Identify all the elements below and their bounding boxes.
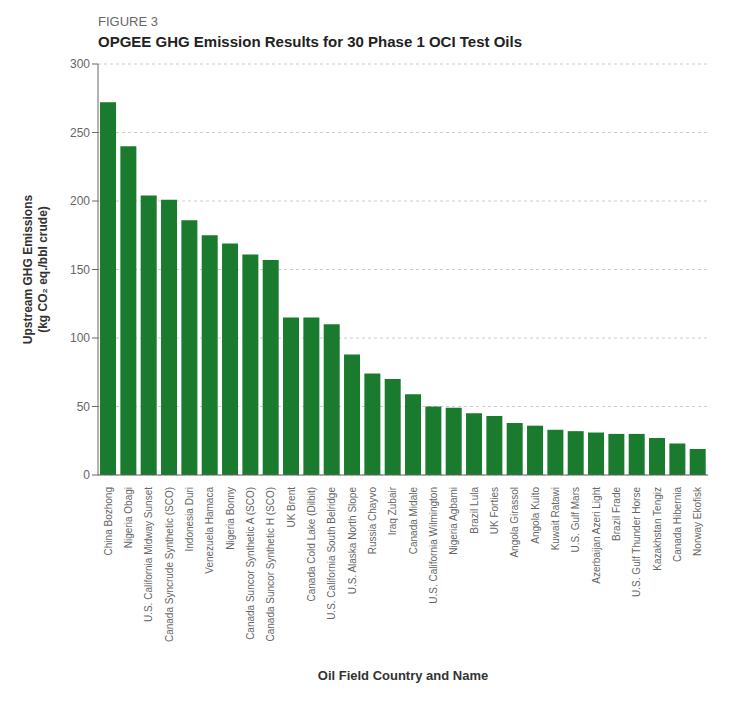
svg-text:U.S. California South Belridge: U.S. California South Belridge: [326, 487, 337, 620]
svg-text:50: 50: [77, 400, 91, 414]
svg-text:300: 300: [70, 57, 90, 71]
svg-text:Venezuela Hamaca: Venezuela Hamaca: [204, 487, 215, 574]
svg-text:China Bozhong: China Bozhong: [103, 487, 114, 555]
svg-text:Norway Ekofisk: Norway Ekofisk: [692, 486, 703, 556]
svg-text:U.S. Gulf Thunder Horse: U.S. Gulf Thunder Horse: [631, 487, 642, 597]
svg-text:UK Brent: UK Brent: [286, 487, 297, 528]
svg-text:U.S. California Wilmington: U.S. California Wilmington: [428, 487, 439, 604]
svg-text:Canada Suncor Synthetic A (SCO: Canada Suncor Synthetic A (SCO): [245, 487, 256, 640]
svg-text:100: 100: [70, 331, 90, 345]
svg-text:UK Forties: UK Forties: [489, 487, 500, 534]
svg-text:200: 200: [70, 194, 90, 208]
svg-text:Azerbaijan Azeri Light: Azerbaijan Azeri Light: [591, 487, 602, 584]
svg-text:Nigeria Agbami: Nigeria Agbami: [448, 487, 459, 555]
svg-text:Kazakhstan Tengiz: Kazakhstan Tengiz: [652, 487, 663, 571]
svg-text:150: 150: [70, 263, 90, 277]
svg-text:U.S. Gulf Mars: U.S. Gulf Mars: [570, 487, 581, 553]
svg-text:U.S. California Midway Sunset: U.S. California Midway Sunset: [143, 487, 154, 622]
svg-text:Brazil Lula: Brazil Lula: [469, 487, 480, 534]
svg-text:Canada Hibernia: Canada Hibernia: [672, 487, 683, 562]
html-text:OPGEE GHG Emission Results for: OPGEE GHG Emission Results for 30 Phase …: [98, 33, 522, 50]
svg-text:Kuwait Ratawi: Kuwait Ratawi: [550, 487, 561, 550]
html-text:FIGURE 3: FIGURE 3: [98, 14, 158, 29]
svg-text:Iraq Zubair: Iraq Zubair: [387, 486, 398, 535]
svg-text:250: 250: [70, 126, 90, 140]
svg-text:Angola Girassol: Angola Girassol: [509, 487, 520, 558]
svg-text:Oil Field Country and Name: Oil Field Country and Name: [318, 668, 488, 683]
svg-text:Canada Cold Lake (Dilbit): Canada Cold Lake (Dilbit): [306, 487, 317, 602]
svg-text:Canada Syncrude Synthetic (SCO: Canada Syncrude Synthetic (SCO): [164, 487, 175, 642]
svg-text:Angola Kuito: Angola Kuito: [530, 487, 541, 544]
svg-text:0: 0: [83, 468, 90, 482]
svg-text:Upstream GHG Emissions(kg CO₂: Upstream GHG Emissions(kg CO₂ eq./bbl cr…: [21, 194, 50, 344]
svg-text:U.S. Alaska North Slope: U.S. Alaska North Slope: [347, 487, 358, 595]
svg-text:Canada Suncor Synthetic H (SCO: Canada Suncor Synthetic H (SCO): [265, 487, 276, 642]
svg-text:Nigeria Bonny: Nigeria Bonny: [225, 487, 236, 550]
svg-text:Russia Chayvo: Russia Chayvo: [367, 487, 378, 555]
svg-text:Canada Midale: Canada Midale: [408, 487, 419, 555]
svg-text:Indonesia Duri: Indonesia Duri: [184, 487, 195, 551]
svg-text:Brazil Frade: Brazil Frade: [611, 487, 622, 541]
svg-text:Nigeria Obagi: Nigeria Obagi: [123, 487, 134, 548]
